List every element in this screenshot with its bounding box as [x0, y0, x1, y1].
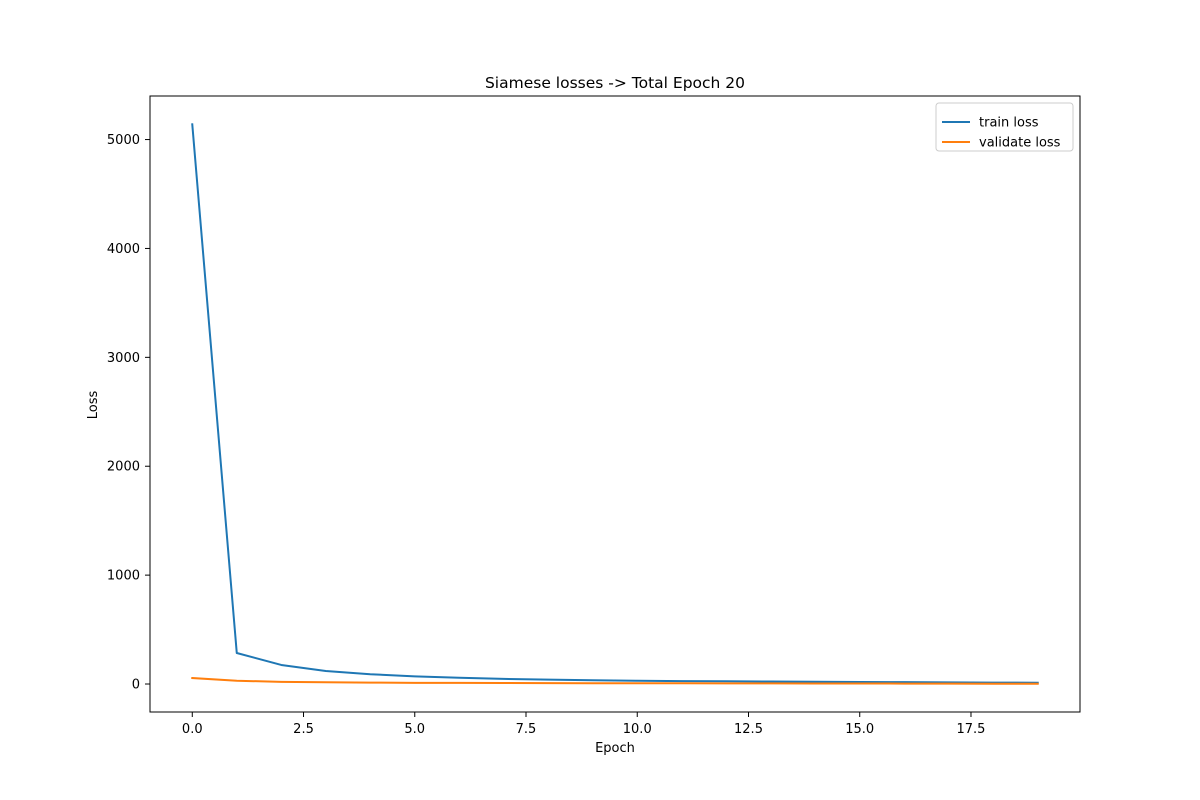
chart-title: Siamese losses -> Total Epoch 20	[485, 74, 745, 92]
y-tick-label: 4000	[107, 242, 140, 257]
axes-frame	[149, 95, 1081, 713]
x-axis-title: Epoch	[595, 741, 635, 756]
series-lines	[191, 123, 1039, 685]
y-tick-label: 1000	[107, 569, 140, 584]
x-tick-label: 10.0	[623, 722, 652, 737]
legend-label-0: train loss	[979, 116, 1039, 131]
legend-box	[935, 102, 1074, 152]
y-tick-label: 2000	[107, 460, 140, 475]
x-tick-label: 7.5	[516, 722, 537, 737]
x-tick-label: 5.0	[404, 722, 425, 737]
x-tick-label: 15.0	[845, 722, 874, 737]
y-tick-label: 0	[132, 678, 140, 693]
series-line-0	[191, 123, 1039, 684]
legend: train loss validate loss	[935, 102, 1074, 152]
x-tick-label: 17.5	[957, 722, 986, 737]
series-line-1	[191, 676, 1039, 685]
y-axis-ticks: 0 1000 2000 3000 4000 5000	[107, 133, 150, 693]
x-tick-label: 2.5	[293, 722, 314, 737]
plot-area: 0.0 2.5 5.0 7.5 10.0 12.5 15.0 17.5 0 1000 2000 300…	[107, 95, 1081, 737]
x-tick-label: 0.0	[182, 722, 203, 737]
y-tick-label: 5000	[107, 133, 140, 148]
x-axis-ticks: 0.0 2.5 5.0 7.5 10.0 12.5 15.0 17.5	[182, 712, 986, 737]
x-tick-label: 12.5	[734, 722, 763, 737]
y-tick-label: 3000	[107, 351, 140, 366]
legend-label-1: validate loss	[979, 136, 1061, 151]
y-axis-title: Loss	[86, 391, 101, 420]
